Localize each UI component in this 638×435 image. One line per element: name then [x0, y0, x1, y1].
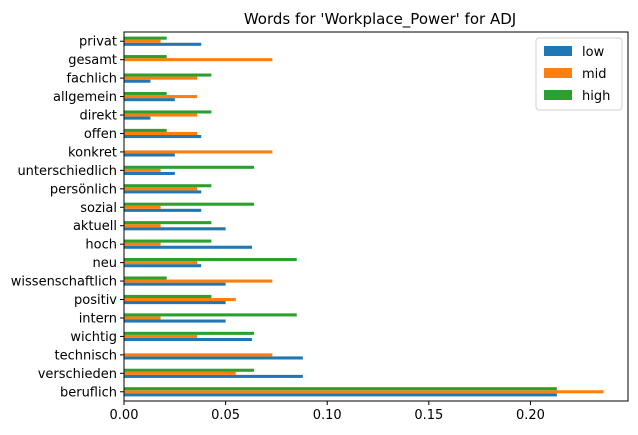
- bar-low-allgemein: [124, 98, 175, 102]
- legend-label-high: high: [582, 89, 610, 104]
- bar-high-verschieden: [124, 368, 255, 372]
- y-tick-label: beruflich: [60, 385, 117, 400]
- bar-mid-offen: [124, 131, 198, 136]
- legend-label-mid: mid: [582, 67, 607, 82]
- y-tick-label: hoch: [85, 238, 117, 253]
- y-tick-label: technisch: [55, 348, 118, 363]
- y-tick-label: gesamt: [68, 53, 117, 68]
- y-tick-label: sozial: [80, 201, 117, 216]
- bar-mid-beruflich: [124, 390, 604, 394]
- x-tick-label: 0.05: [211, 408, 240, 423]
- bar-mid-verschieden: [124, 371, 236, 375]
- bar-low-konkret: [124, 153, 175, 157]
- y-tick-label: intern: [79, 311, 117, 326]
- bar-low-privat: [124, 42, 202, 46]
- bar-mid-positiv: [124, 297, 236, 302]
- x-tick-label: 0.00: [110, 408, 139, 423]
- axes-layer: beruflich verschieden technisch wichtig inte…: [11, 31, 629, 423]
- bar-mid-gesamt: [124, 58, 273, 62]
- bar-low-aktuell: [124, 227, 226, 231]
- y-tick-label: positiv: [74, 293, 117, 308]
- legend-swatch-low: [544, 46, 572, 56]
- bar-mid-direkt: [124, 113, 198, 117]
- bar-mid-wichtig: [124, 334, 198, 338]
- x-tick-label: 0.20: [516, 408, 545, 423]
- bar-low-verschieden: [124, 374, 303, 378]
- bar-mid-wissenschaftlich: [124, 279, 273, 283]
- bar-high-sozial: [124, 202, 255, 206]
- bar-mid-technisch: [124, 353, 273, 357]
- bar-mid-privat: [124, 39, 161, 43]
- bar-high-gesamt: [124, 55, 167, 59]
- x-tick-label: 0.10: [313, 408, 342, 423]
- bar-high-wichtig: [124, 331, 255, 335]
- bar-high-allgemein: [124, 91, 167, 96]
- bar-high-aktuell: [124, 221, 212, 225]
- legend-swatch-mid: [544, 68, 572, 78]
- bar-mid-neu: [124, 261, 198, 265]
- bar-low-offen: [124, 135, 202, 139]
- bar-mid-allgemein: [124, 95, 198, 99]
- bar-low-beruflich: [124, 393, 557, 397]
- plot-frame: [123, 31, 629, 402]
- y-tick-label: direkt: [79, 109, 117, 124]
- bar-low-direkt: [124, 116, 151, 120]
- bar-low-sozial: [124, 208, 202, 212]
- bar-mid-sozial: [124, 205, 161, 209]
- x-tick-label: 0.15: [414, 408, 443, 423]
- bar-high-fachlich: [124, 73, 212, 77]
- bars-layer: [124, 36, 604, 397]
- bar-mid-unterschiedlich: [124, 168, 161, 172]
- bar-low-wissenschaftlich: [124, 282, 226, 286]
- bar-low-intern: [124, 319, 226, 323]
- y-tick-label: privat: [79, 35, 117, 50]
- bar-mid-konkret: [124, 150, 273, 154]
- y-tick-label: unterschiedlich: [17, 164, 117, 179]
- bar-low-unterschiedlich: [124, 171, 175, 175]
- y-tick-label: aktuell: [73, 219, 117, 234]
- y-tick-label: allgemein: [53, 90, 117, 105]
- y-tick-label: persönlich: [50, 182, 117, 197]
- bar-low-neu: [124, 264, 202, 268]
- y-tick-label: wissenschaftlich: [11, 275, 117, 290]
- bar-low-positiv: [124, 301, 226, 305]
- y-tick-label: verschieden: [38, 367, 117, 382]
- y-tick-label: wichtig: [70, 330, 117, 345]
- bar-mid-persönlich: [124, 187, 198, 191]
- bar-low-wichtig: [124, 337, 253, 342]
- bar-high-neu: [124, 258, 297, 262]
- bar-high-direkt: [124, 110, 212, 114]
- bar-high-wissenschaftlich: [124, 276, 167, 280]
- bar-low-hoch: [124, 245, 253, 249]
- y-tick-label: offen: [84, 127, 117, 142]
- bar-low-technisch: [124, 356, 303, 360]
- y-tick-label: neu: [93, 256, 117, 271]
- legend-label-low: low: [582, 45, 605, 60]
- bar-high-intern: [124, 313, 297, 317]
- bar-high-persönlich: [124, 184, 212, 188]
- legend-swatch-high: [544, 90, 572, 100]
- bar-high-positiv: [124, 294, 212, 298]
- bar-low-persönlich: [124, 190, 202, 194]
- legend: low mid high: [535, 37, 623, 111]
- y-tick-label: fachlich: [66, 72, 117, 87]
- bar-high-unterschiedlich: [124, 165, 255, 169]
- bar-mid-intern: [124, 316, 161, 320]
- bar-high-offen: [124, 128, 167, 132]
- bar-high-hoch: [124, 239, 212, 243]
- bar-mid-hoch: [124, 242, 161, 246]
- bar-high-privat: [124, 36, 167, 40]
- bar-mid-aktuell: [124, 224, 161, 228]
- bar-low-fachlich: [124, 79, 151, 83]
- chart-title: Words for 'Workplace_Power' for ADJ: [244, 10, 516, 29]
- bar-high-beruflich: [124, 387, 557, 391]
- bar-mid-fachlich: [124, 76, 198, 80]
- y-tick-label: konkret: [68, 145, 117, 160]
